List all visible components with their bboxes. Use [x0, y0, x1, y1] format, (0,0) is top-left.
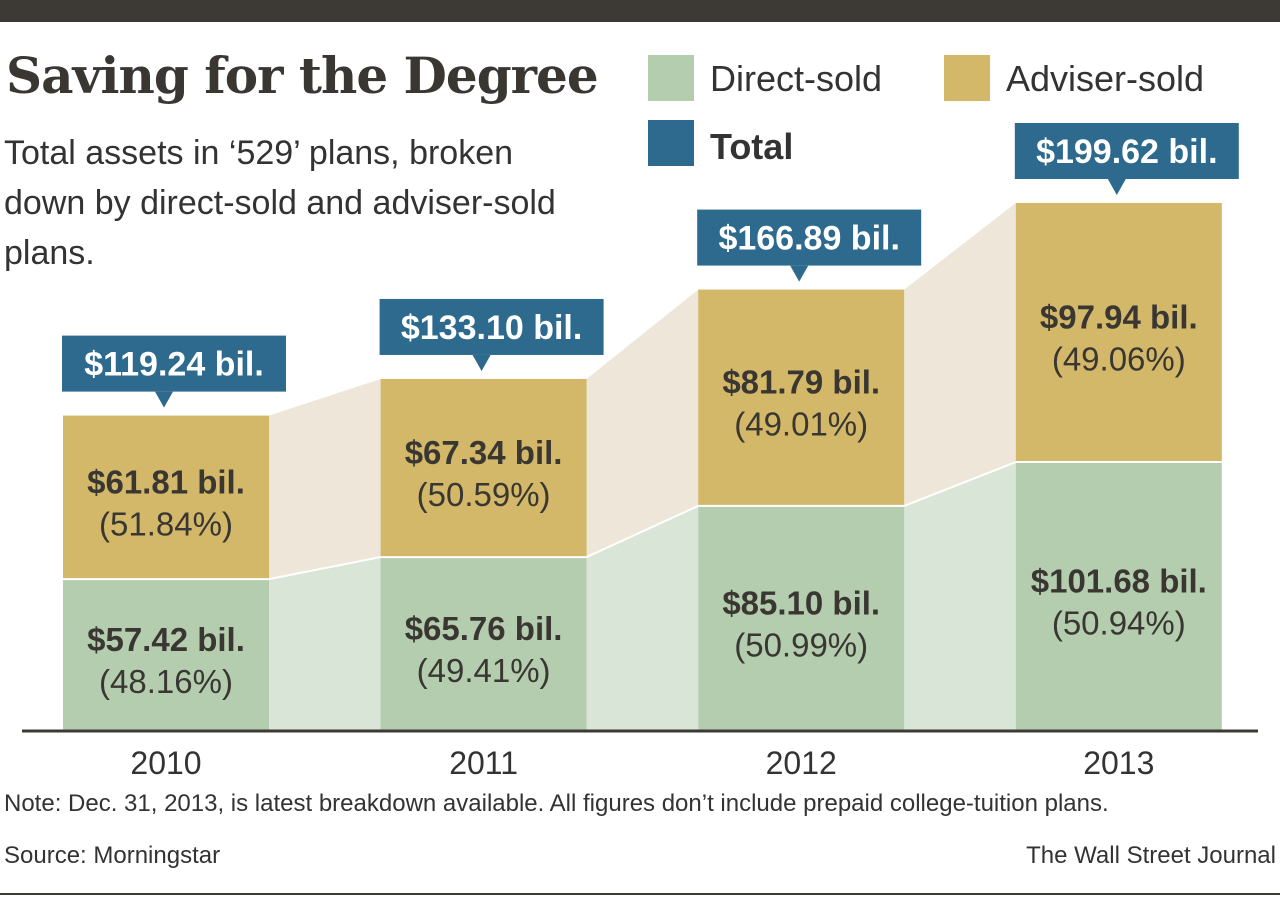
- direct-percent-label: (50.94%): [1052, 605, 1186, 642]
- total-value-label: $119.24 bil.: [84, 346, 264, 384]
- adviser-value-label: $97.94 bil.: [1040, 299, 1198, 336]
- total-value-label: $133.10 bil.: [401, 309, 582, 347]
- source-line: Source: Morningstar: [4, 842, 220, 870]
- total-value-label: $199.62 bil.: [1036, 133, 1217, 171]
- publisher-credit: The Wall Street Journal: [1026, 842, 1276, 870]
- total-callout-pointer: [790, 266, 808, 282]
- adviser-value-label: $67.34 bil.: [405, 434, 563, 471]
- adviser-percent-label: (49.06%): [1052, 341, 1186, 378]
- adviser-percent-label: (50.59%): [417, 476, 551, 513]
- footnote: Note: Dec. 31, 2013, is latest breakdown…: [4, 790, 1109, 818]
- direct-percent-label: (49.41%): [417, 652, 551, 689]
- chart-area: $57.42 bil. (48.16%) $61.81 bil. (51.84%) $1…: [0, 0, 1280, 898]
- direct-percent-label: (50.99%): [734, 626, 868, 663]
- infographic: Saving for the Degree Total assets in ‘5…: [0, 0, 1280, 898]
- total-value-label: $166.89 bil.: [718, 220, 899, 258]
- direct-value-label: $85.10 bil.: [722, 584, 880, 621]
- total-callout-pointer: [1108, 179, 1126, 195]
- total-callout-pointer: [473, 355, 491, 371]
- direct-value-label: $65.76 bil.: [405, 610, 563, 647]
- x-tick-label: 2012: [766, 745, 837, 781]
- total-callout-pointer: [155, 392, 173, 408]
- adviser-band-2010: [269, 379, 381, 579]
- direct-percent-label: (48.16%): [99, 663, 233, 700]
- direct-band-2010: [269, 557, 381, 731]
- adviser-value-label: $81.79 bil.: [722, 364, 880, 401]
- x-tick-label: 2013: [1083, 745, 1154, 781]
- adviser-percent-label: (49.01%): [734, 406, 868, 443]
- direct-band-2012: [904, 462, 1016, 731]
- direct-value-label: $57.42 bil.: [87, 621, 245, 658]
- direct-value-label: $101.68 bil.: [1031, 563, 1207, 600]
- bottom-rule: [0, 893, 1280, 895]
- x-tick-label: 2011: [449, 745, 518, 781]
- adviser-value-label: $61.81 bil.: [87, 463, 245, 500]
- x-tick-label: 2010: [130, 745, 201, 781]
- adviser-percent-label: (51.84%): [99, 505, 233, 542]
